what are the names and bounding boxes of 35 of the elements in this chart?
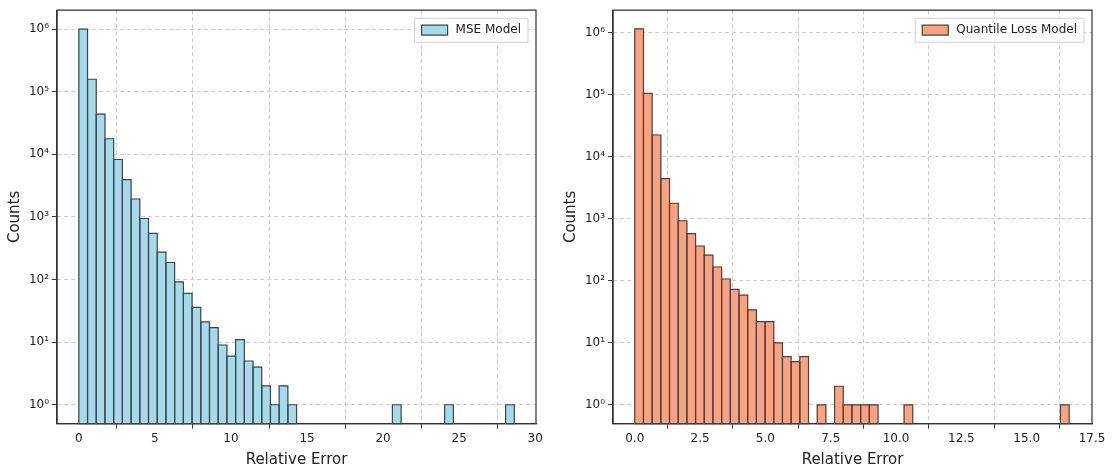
- x-tick-label: 20: [375, 430, 391, 445]
- y-tick-label: 10³: [28, 209, 50, 224]
- y-tick-label: 10⁵: [584, 86, 606, 101]
- x-tick-label: 5: [151, 430, 159, 445]
- x-tick-label: 17.5: [1078, 430, 1106, 445]
- x-tick-label: 5.0: [755, 430, 775, 445]
- x-tick-label: 2.5: [690, 430, 710, 445]
- x-tick-label: 10: [223, 430, 239, 445]
- x-tick-label: 25: [451, 430, 467, 445]
- y-tick-label: 10⁴: [584, 148, 606, 163]
- y-tick-label: 10⁰: [584, 397, 606, 412]
- x-tick-label: 0.0: [625, 430, 645, 445]
- y-tick-label: 10⁴: [28, 146, 50, 161]
- y-tick-label: 10⁶: [584, 24, 606, 39]
- y-tick-label: 10²: [28, 271, 50, 286]
- y-tick-label: 10¹: [28, 334, 50, 349]
- x-tick-label: 0: [75, 430, 83, 445]
- y-tick-label: 10⁵: [28, 83, 50, 98]
- x-tick-label: 10.0: [882, 430, 910, 445]
- y-tick-label: 10⁶: [28, 21, 50, 36]
- y-tick-label: 10¹: [584, 335, 606, 349]
- x-tick-label: 30: [527, 430, 543, 445]
- x-axis-title: Relative Error: [245, 449, 349, 468]
- x-tick-label: 15: [299, 430, 315, 445]
- y-tick-label: 10⁰: [28, 396, 50, 411]
- y-tick-label: 10²: [584, 272, 606, 287]
- x-tick-label: 7.5: [821, 430, 841, 445]
- x-tick-label: 12.5: [948, 430, 975, 445]
- x-axis-title: Relative Error: [801, 449, 905, 468]
- y-tick-label: 10³: [584, 210, 606, 225]
- legend-label: Quantile Loss Model: [956, 22, 1078, 37]
- legend-label: MSE Model: [455, 22, 522, 37]
- y-axis-title: Counts: [560, 190, 579, 244]
- x-tick-label: 15.0: [1013, 430, 1041, 445]
- y-axis-title: Counts: [4, 190, 23, 244]
